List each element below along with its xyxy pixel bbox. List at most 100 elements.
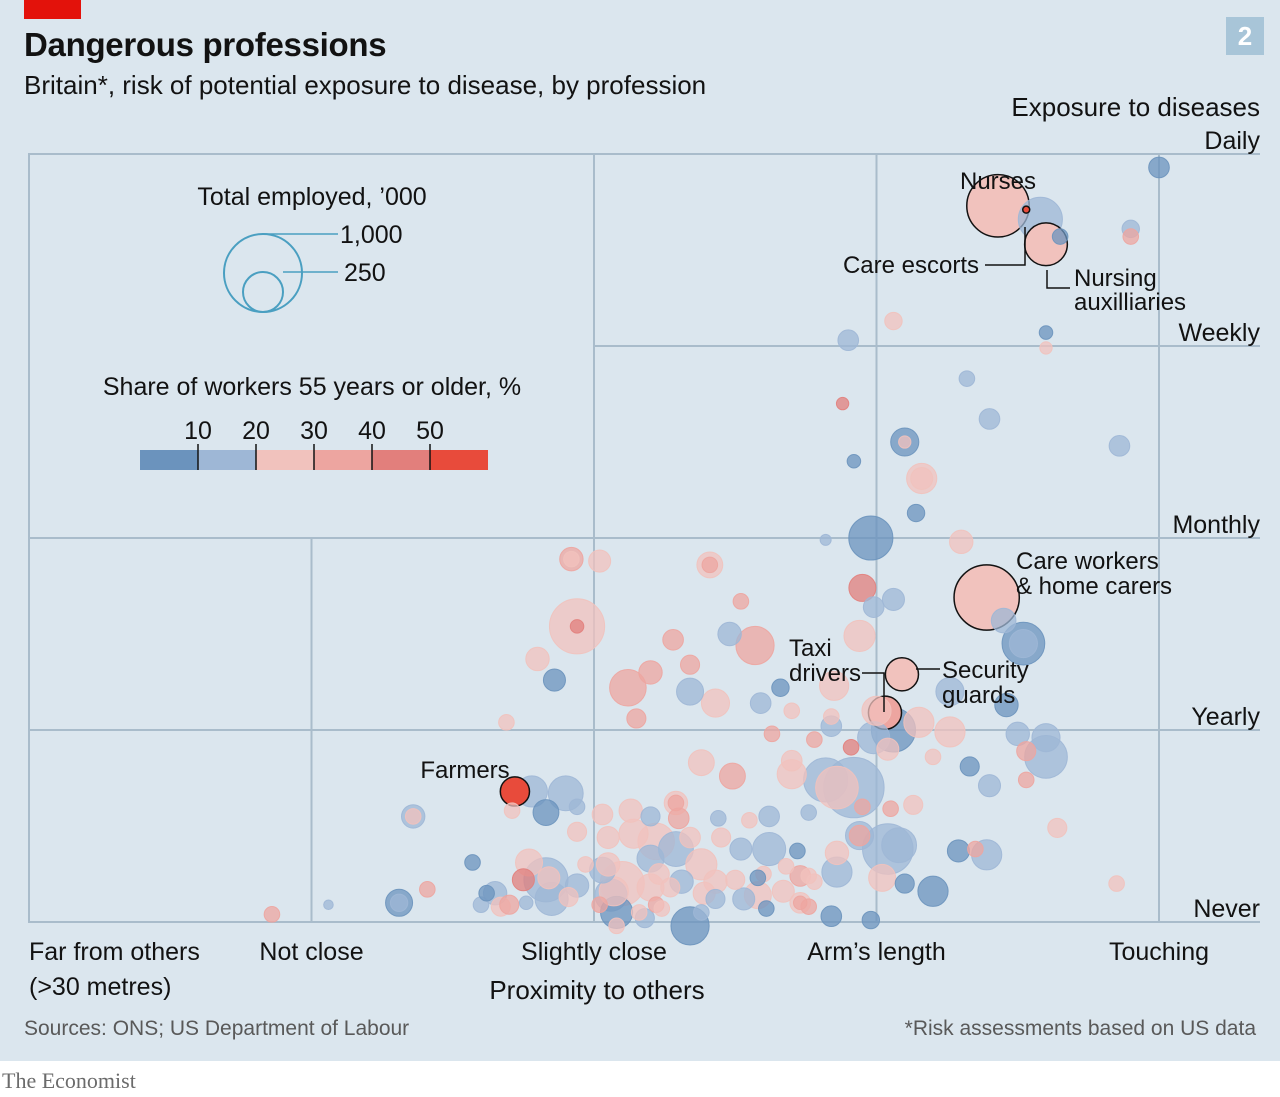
scatter-point xyxy=(1017,771,1035,789)
size-legend-label-1000: 1,000 xyxy=(340,221,403,249)
size-legend: Total employed, ’000 1,000 250 xyxy=(197,183,427,313)
scatter-point xyxy=(1038,325,1054,340)
scatter-point xyxy=(777,858,795,875)
scatter-point xyxy=(648,863,670,885)
scatter-point xyxy=(542,668,566,692)
scatter-point xyxy=(525,646,550,672)
color-scale-label-30: 30 xyxy=(300,417,328,445)
scatter-point xyxy=(783,702,801,720)
scatter-point xyxy=(846,453,862,469)
scatter-point xyxy=(693,904,710,921)
scatter-point xyxy=(498,714,515,731)
scatter-point xyxy=(660,877,681,898)
scatter-point xyxy=(789,842,806,860)
scatter-point xyxy=(903,706,935,738)
leader-care-escorts xyxy=(985,227,1026,266)
color-scale-segment-5 xyxy=(430,450,488,470)
scatter-point xyxy=(563,550,580,568)
scatter-point xyxy=(718,762,746,790)
scatter-point xyxy=(591,896,608,914)
color-scale-segment-4 xyxy=(372,450,430,470)
scatter-point xyxy=(884,311,903,331)
scatter-points xyxy=(263,156,1170,946)
scatter-point xyxy=(1047,817,1068,838)
point-security-guards xyxy=(884,657,920,692)
scatter-point xyxy=(717,621,742,647)
scatter-point xyxy=(848,573,877,602)
annotation-care-escorts: Care escorts xyxy=(843,252,979,279)
scatter-point xyxy=(577,856,594,873)
scatter-point xyxy=(478,884,495,902)
x-tick-label-0: Far from others xyxy=(29,938,200,966)
scatter-point xyxy=(518,895,534,911)
source-note: Sources: ONS; US Department of Labour xyxy=(24,1017,410,1040)
scatter-point xyxy=(511,868,535,892)
scatter-point xyxy=(819,533,832,546)
scatter-point xyxy=(503,802,521,819)
scatter-point xyxy=(558,886,579,908)
y-axis-title: Exposure to diseases xyxy=(1011,92,1260,122)
scatter-point xyxy=(848,824,871,847)
scatter-point xyxy=(404,808,422,825)
scatter-point xyxy=(667,794,685,812)
scatter-point xyxy=(741,811,758,829)
scatter-point xyxy=(638,660,663,685)
scatter-point xyxy=(566,821,588,842)
scatter-point xyxy=(389,893,409,913)
scatter-point xyxy=(679,654,701,675)
color-scale-label-40: 40 xyxy=(358,417,386,445)
scatter-point xyxy=(910,466,934,491)
scatter-point xyxy=(679,826,701,849)
scatter-point xyxy=(977,774,1002,798)
scatter-point xyxy=(800,867,818,885)
scatter-point xyxy=(752,831,787,867)
scatter-point xyxy=(608,917,625,935)
scatter-point xyxy=(609,668,647,707)
scatter-point xyxy=(1108,875,1125,892)
scatter-point xyxy=(588,549,612,573)
color-scale-segment-0 xyxy=(140,450,198,470)
scatter-point xyxy=(967,840,984,858)
scatter-point xyxy=(630,904,648,921)
scatter-point xyxy=(806,731,823,748)
scatter-point xyxy=(848,515,894,561)
scatter-point xyxy=(735,625,775,666)
x-axis-title: Proximity to others xyxy=(489,975,704,1005)
scatter-point xyxy=(758,805,780,828)
color-scale-segment-2 xyxy=(256,450,314,470)
scatter-point xyxy=(861,695,892,726)
scatter-point xyxy=(994,692,1019,718)
scatter-point xyxy=(595,852,621,877)
annotation-nurses: Nurses xyxy=(960,168,1036,195)
scatter-point xyxy=(499,894,520,915)
scatter-point xyxy=(729,837,753,861)
scatter-point xyxy=(662,628,684,651)
footnote: *Risk assessments based on US data xyxy=(904,1017,1256,1040)
y-tick-label-weekly: Weekly xyxy=(1178,319,1260,347)
scatter-point xyxy=(1051,228,1069,245)
color-scale-bar: 10 20 30 40 50 xyxy=(140,417,488,470)
color-scale-segment-3 xyxy=(314,450,372,470)
size-legend-label-250: 250 xyxy=(344,259,386,287)
scatter-point xyxy=(946,839,970,863)
scatter-point xyxy=(924,748,942,766)
scatter-point xyxy=(823,708,840,725)
scatter-point xyxy=(958,370,976,387)
scatter-point xyxy=(1122,228,1140,245)
scatter-point xyxy=(990,607,1017,634)
scatter-point xyxy=(667,807,690,830)
scatter-point xyxy=(903,794,924,815)
scatter-point xyxy=(1108,435,1131,457)
scatter-point xyxy=(1016,741,1037,762)
x-tick-labels: Far from others (>30 metres) Not close Slig… xyxy=(29,938,1209,1001)
scatter-point xyxy=(263,906,281,923)
brand-red-tag xyxy=(24,0,81,19)
scatter-point xyxy=(824,840,850,866)
scatter-point xyxy=(1031,723,1061,753)
annotation-care-workers-1: Care workers xyxy=(1016,548,1159,575)
scatter-point xyxy=(749,869,767,887)
scatter-point xyxy=(1005,721,1030,747)
annotation-nursing-auxilliaries-2: auxilliaries xyxy=(1074,289,1186,316)
scatter-point xyxy=(771,879,795,903)
scatter-point xyxy=(1148,156,1170,179)
